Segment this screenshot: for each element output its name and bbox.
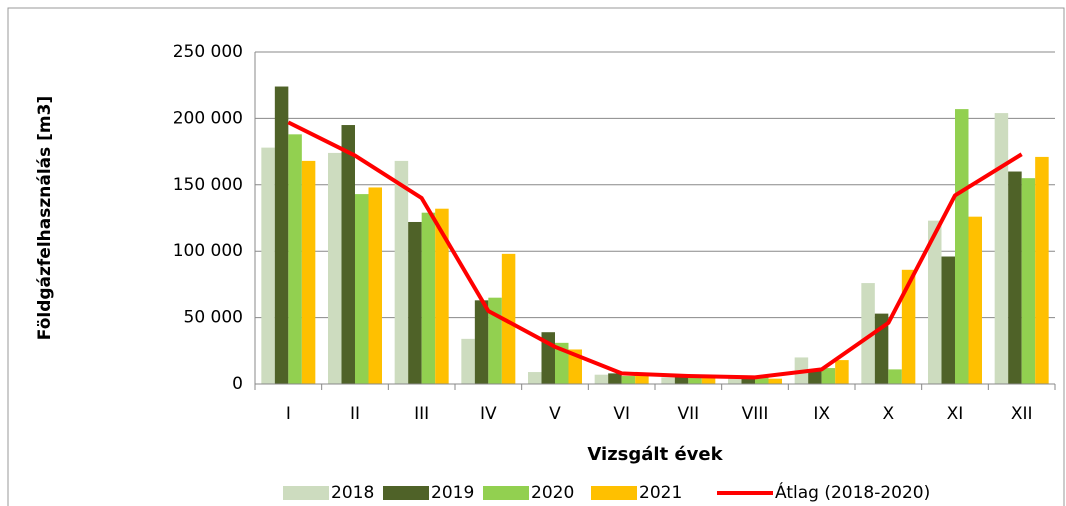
bar: [528, 372, 542, 384]
bar: [661, 377, 675, 384]
x-tick-label: V: [549, 404, 561, 424]
bar: [328, 152, 342, 384]
bar: [608, 373, 622, 384]
x-tick-label: XII: [1011, 404, 1033, 424]
legend-swatch: [483, 486, 529, 500]
bar: [901, 269, 916, 384]
bar: [274, 86, 289, 384]
bar: [501, 253, 516, 384]
x-tick-label: XI: [947, 404, 964, 424]
bar: [368, 187, 382, 384]
x-tick-label: VII: [677, 404, 699, 424]
bar: [741, 377, 755, 384]
x-tick-label: X: [883, 404, 895, 424]
bar: [461, 338, 475, 384]
bar: [688, 377, 702, 384]
y-tick-label: 150 000: [173, 175, 243, 195]
x-tick-label: IX: [813, 404, 830, 424]
bar: [768, 378, 782, 384]
bar: [928, 220, 942, 384]
legend-label: 2021: [639, 483, 682, 503]
y-tick-label: 100 000: [173, 241, 243, 261]
x-axis-title: Vizsgált évek: [587, 444, 723, 465]
bar: [394, 160, 409, 384]
y-tick-label: 0: [232, 374, 243, 394]
bar: [955, 109, 969, 384]
bar: [288, 134, 302, 384]
bar: [968, 216, 982, 384]
x-tick-label: III: [414, 404, 429, 424]
bar: [808, 370, 822, 384]
y-tick-label: 200 000: [173, 108, 243, 128]
x-tick-label: VIII: [742, 404, 769, 424]
bar: [674, 376, 689, 384]
bar: [728, 377, 742, 384]
avg-line: [287, 120, 1023, 380]
legend-swatch: [591, 486, 637, 500]
bar: [1008, 171, 1022, 384]
x-tick-label: II: [350, 404, 360, 424]
bar: [755, 377, 769, 384]
x-tick-label: I: [286, 404, 291, 424]
x-tick-label: VI: [613, 404, 630, 424]
bar: [408, 221, 422, 384]
bar: [355, 194, 369, 384]
legend-swatch: [283, 486, 329, 500]
bar: [994, 113, 1009, 384]
bar: [888, 369, 902, 384]
chart-border: [7, 7, 1065, 506]
bar: [301, 160, 316, 384]
bar: [421, 212, 436, 384]
bar: [835, 360, 849, 384]
bar: [821, 368, 836, 384]
bar: [261, 147, 275, 384]
bar: [701, 377, 716, 384]
bar: [635, 374, 649, 384]
legend-label: 2020: [531, 483, 574, 503]
legend-label: Átlag (2018-2020): [775, 481, 930, 503]
bar: [435, 208, 449, 384]
bar: [941, 256, 955, 384]
y-tick-label: 250 000: [173, 42, 243, 62]
bar: [861, 283, 875, 384]
x-tick-label: IV: [480, 404, 497, 424]
bar: [621, 376, 636, 384]
bar: [1035, 156, 1049, 384]
bar: [488, 297, 502, 384]
legend-label: 2018: [331, 483, 374, 503]
legend-swatch: [383, 486, 429, 500]
bar: [555, 342, 569, 384]
y-tick-label: 50 000: [184, 308, 243, 328]
bar: [1021, 178, 1036, 384]
legend-label: 2019: [431, 483, 474, 503]
y-axis-title: Földgázfelhasználás [m3]: [35, 96, 55, 340]
bar: [594, 374, 609, 384]
bar: [474, 300, 489, 384]
bar: [341, 125, 355, 384]
